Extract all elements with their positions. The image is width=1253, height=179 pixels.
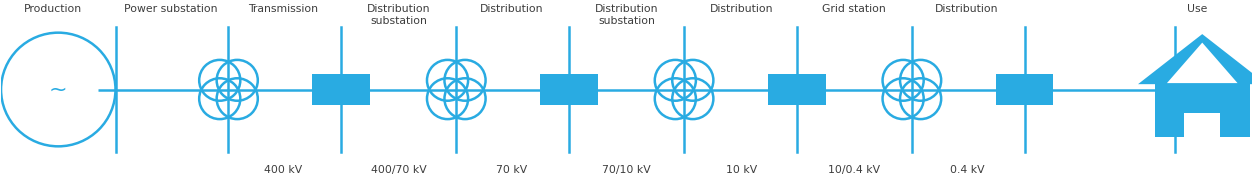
Polygon shape <box>1138 34 1253 84</box>
Text: Grid station: Grid station <box>822 4 886 14</box>
Text: 400 kV: 400 kV <box>264 165 303 175</box>
Polygon shape <box>1167 43 1238 83</box>
Text: Distribution: Distribution <box>935 4 999 14</box>
Text: 70/10 kV: 70/10 kV <box>603 165 650 175</box>
FancyBboxPatch shape <box>1184 113 1220 137</box>
Text: 10/0.4 kV: 10/0.4 kV <box>828 165 881 175</box>
Text: 70 kV: 70 kV <box>496 165 528 175</box>
Text: Transmission: Transmission <box>248 4 318 14</box>
Text: Distribution: Distribution <box>480 4 543 14</box>
Text: ~: ~ <box>49 79 68 100</box>
Text: Power substation: Power substation <box>124 4 218 14</box>
FancyBboxPatch shape <box>996 74 1054 105</box>
Text: Use: Use <box>1187 4 1208 14</box>
FancyBboxPatch shape <box>1155 84 1249 137</box>
FancyBboxPatch shape <box>312 74 370 105</box>
Text: 10 kV: 10 kV <box>725 165 757 175</box>
Text: Distribution
substation: Distribution substation <box>367 4 431 26</box>
Text: Distribution: Distribution <box>710 4 773 14</box>
Text: 0.4 kV: 0.4 kV <box>950 165 985 175</box>
Text: Distribution
substation: Distribution substation <box>595 4 658 26</box>
FancyBboxPatch shape <box>768 74 826 105</box>
Text: 400/70 kV: 400/70 kV <box>371 165 426 175</box>
Text: Production: Production <box>24 4 83 14</box>
FancyBboxPatch shape <box>540 74 598 105</box>
